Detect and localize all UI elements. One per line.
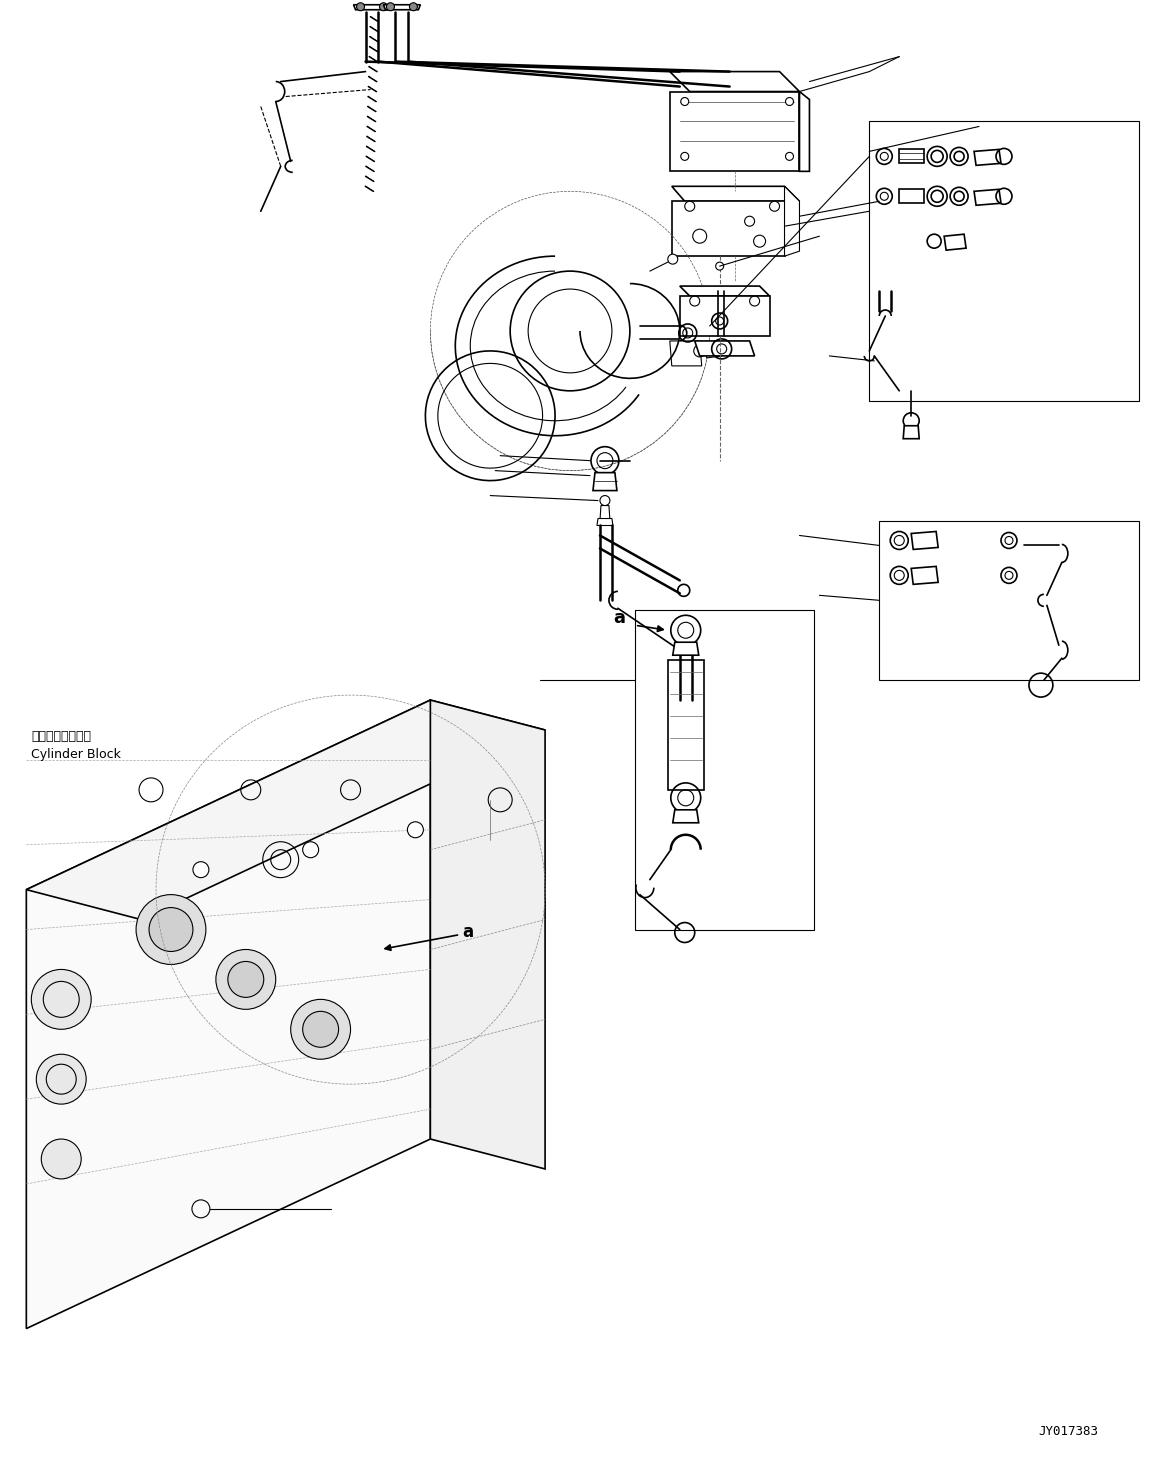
Circle shape	[357, 3, 364, 10]
Text: a: a	[462, 923, 473, 940]
Circle shape	[216, 949, 276, 1009]
Circle shape	[136, 895, 206, 964]
Text: a: a	[613, 609, 625, 628]
Bar	[668, 660, 704, 789]
Bar	[635, 610, 814, 930]
Polygon shape	[600, 506, 609, 521]
Circle shape	[880, 153, 889, 160]
Bar	[879, 521, 1139, 681]
Circle shape	[409, 3, 418, 10]
Polygon shape	[672, 643, 699, 656]
Polygon shape	[975, 189, 1001, 205]
Polygon shape	[904, 425, 919, 439]
Polygon shape	[705, 343, 722, 358]
Circle shape	[685, 201, 694, 211]
Text: JY017383: JY017383	[1039, 1426, 1099, 1438]
Polygon shape	[785, 186, 799, 257]
Circle shape	[785, 97, 793, 106]
Polygon shape	[944, 235, 966, 251]
Circle shape	[379, 3, 387, 10]
Polygon shape	[593, 472, 616, 490]
Bar	[672, 201, 785, 257]
Text: Cylinder Block: Cylinder Block	[31, 748, 121, 761]
Bar	[670, 91, 799, 172]
Circle shape	[715, 263, 723, 270]
Polygon shape	[679, 286, 770, 296]
Circle shape	[880, 192, 889, 201]
Circle shape	[302, 842, 319, 858]
Polygon shape	[912, 566, 939, 584]
Circle shape	[785, 153, 793, 160]
Circle shape	[386, 3, 394, 10]
Polygon shape	[384, 4, 420, 10]
Polygon shape	[672, 186, 799, 201]
Polygon shape	[670, 72, 799, 91]
Polygon shape	[694, 340, 755, 356]
Polygon shape	[912, 531, 939, 550]
Polygon shape	[899, 189, 925, 204]
Polygon shape	[27, 700, 545, 920]
Polygon shape	[354, 4, 391, 10]
Circle shape	[228, 961, 264, 998]
Circle shape	[668, 254, 678, 264]
Circle shape	[42, 1138, 81, 1179]
Circle shape	[680, 153, 688, 160]
Circle shape	[407, 822, 423, 838]
Polygon shape	[430, 700, 545, 1169]
Bar	[679, 296, 770, 336]
Polygon shape	[799, 91, 809, 172]
Circle shape	[36, 1055, 86, 1105]
Circle shape	[770, 201, 779, 211]
Circle shape	[680, 97, 688, 106]
Polygon shape	[899, 150, 925, 163]
Circle shape	[291, 999, 350, 1059]
Bar	[869, 122, 1139, 400]
Polygon shape	[975, 150, 1001, 166]
Polygon shape	[597, 518, 613, 525]
Circle shape	[600, 496, 609, 506]
Text: シリンダブロック: シリンダブロック	[31, 731, 92, 742]
Circle shape	[302, 1011, 338, 1047]
Circle shape	[149, 908, 193, 952]
Polygon shape	[27, 700, 430, 1329]
Circle shape	[31, 970, 91, 1030]
Polygon shape	[672, 810, 699, 823]
Circle shape	[193, 861, 209, 877]
